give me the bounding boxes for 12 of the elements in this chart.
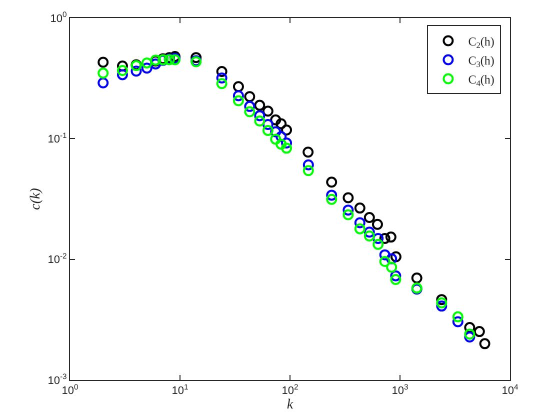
- legend-label: C$_{4}$(h): [468, 72, 494, 88]
- y-axis-title: c(k): [28, 188, 44, 210]
- y-tick-label: 10$^{-1}$: [48, 130, 67, 146]
- x-tick-label: 10$^{1}$: [172, 382, 188, 398]
- x-tick-label: 10$^{4}$: [502, 382, 519, 398]
- y-tick-label: 10$^{-2}$: [48, 252, 67, 266]
- x-tick-label: 10$^{3}$: [392, 382, 408, 398]
- legend-label: C$_{2}$(h): [468, 34, 494, 50]
- x-tick-label: 10$^{2}$: [282, 382, 298, 398]
- legend-label: C$_{3}$(h): [468, 53, 494, 69]
- y-tick-label: 10$^{0}$: [50, 10, 67, 25]
- x-axis-title: k: [286, 398, 294, 412]
